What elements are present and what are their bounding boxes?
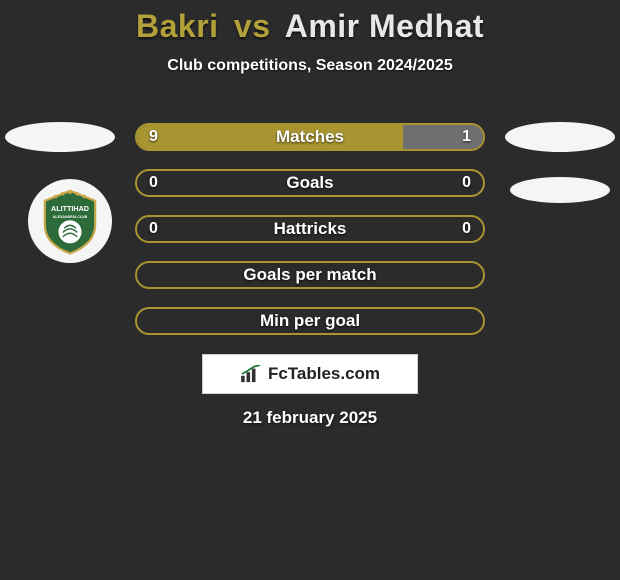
stat-label: Goals per match — [137, 263, 483, 287]
stat-bars-container: 91Matches 00Goals 00Hattricks Goals per mat… — [135, 123, 485, 353]
bar-chart-icon — [240, 365, 262, 383]
player1-club-badge: ALITTIHAD ALEXANDRIA CLUB — [28, 179, 112, 263]
fctables-logo: FcTables.com — [202, 354, 418, 394]
player1-avatar-placeholder — [5, 122, 115, 152]
svg-text:ALITTIHAD: ALITTIHAD — [51, 204, 89, 213]
club-badge-icon: ALITTIHAD ALEXANDRIA CLUB — [34, 185, 106, 257]
stat-label: Goals — [137, 171, 483, 195]
stat-row-goals: 00Goals — [135, 169, 485, 197]
player2-club-placeholder — [510, 177, 610, 203]
svg-text:ALEXANDRIA CLUB: ALEXANDRIA CLUB — [53, 215, 88, 219]
player1-name: Bakri — [136, 8, 219, 44]
comparison-date: 21 february 2025 — [0, 408, 620, 428]
stat-row-matches: 91Matches — [135, 123, 485, 151]
stat-row-hattricks: 00Hattricks — [135, 215, 485, 243]
vs-separator: vs — [234, 8, 271, 44]
player2-name: Amir Medhat — [285, 8, 484, 44]
logo-text: FcTables.com — [268, 364, 380, 384]
stat-row-min-per-goal: Min per goal — [135, 307, 485, 335]
stat-label: Hattricks — [137, 217, 483, 241]
player2-avatar-placeholder — [505, 122, 615, 152]
stat-label: Matches — [137, 125, 483, 149]
subtitle: Club competitions, Season 2024/2025 — [0, 57, 620, 75]
comparison-title: Bakri vs Amir Medhat — [0, 0, 620, 45]
stat-label: Min per goal — [137, 309, 483, 333]
stat-row-goals-per-match: Goals per match — [135, 261, 485, 289]
